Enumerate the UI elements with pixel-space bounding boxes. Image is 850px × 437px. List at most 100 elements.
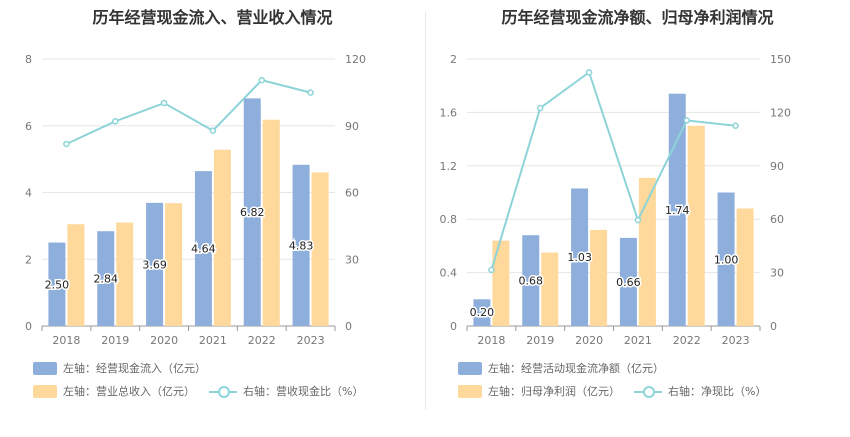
legend-label: 左轴：经营活动现金流净额（亿元） (488, 362, 664, 375)
left-chart-svg: 0 2 4 6 8 0 30 60 90 120 2018 2019 2020 2021 2022 2023 2… (25, 53, 366, 347)
right-data-label: 0.20 (470, 306, 495, 319)
legend-item-cash-inflow[interactable]: 左轴：经营现金流入（亿元） (33, 360, 206, 376)
right-right-tick-label: 60 (770, 213, 784, 226)
left-bar-2023-primary (292, 164, 310, 326)
legend-label: 左轴：经营现金流入（亿元） (63, 362, 206, 375)
right-left-tick-label: 0 (450, 320, 457, 333)
left-right-tick-label: 30 (345, 253, 359, 266)
right-left-tick-label: 1.2 (440, 160, 458, 173)
left-left-tick-label: 0 (25, 320, 32, 333)
left-right-tick-label: 90 (345, 120, 359, 133)
right-bar-2020-primary (571, 188, 589, 326)
right-right-tick-label: 0 (770, 320, 777, 333)
right-right-tick-label: 30 (770, 267, 784, 280)
left-legend-row-1: 左轴：经营现金流入（亿元） (33, 360, 220, 376)
right-right-tick-label: 90 (770, 160, 784, 173)
right-ratio-point-2019 (537, 104, 544, 112)
legend-label: 右轴：营收现金比（%） (243, 385, 364, 398)
left-ratio-point-2022 (258, 76, 265, 84)
left-bar-2020-primary (146, 202, 164, 326)
left-ratio-point-2019 (112, 118, 119, 125)
right-data-label: 1.00 (714, 253, 739, 266)
right-chart-panel: 历年经营现金流净额、归母净利润情况 0 0.4 0.8 1.2 1.6 2 0 30 60 90 1… (425, 0, 850, 437)
legend-label: 左轴：归母净利润（亿元） (488, 385, 620, 398)
right-bar-2018-primary (473, 299, 491, 326)
left-ratio-point-2018 (63, 140, 70, 148)
left-category-label: 2022 (248, 334, 276, 347)
legend-swatch-orange (33, 384, 57, 398)
right-data-label: 1.03 (567, 251, 592, 264)
left-ratio-point-2023 (307, 89, 314, 96)
right-bar-2022-secondary (687, 125, 705, 326)
right-bar-2020-secondary (590, 229, 608, 326)
left-ratio-point-2021 (209, 127, 217, 134)
left-chart-title: 历年经营现金流入、营业收入情况 (92, 8, 333, 27)
left-category-label: 2020 (150, 334, 178, 347)
left-data-label: 6.82 (240, 206, 265, 219)
right-ratio-point-2022 (683, 117, 690, 124)
left-legend-row-2: 左轴：营业总收入（亿元） 右轴：营收现金比（%） (33, 383, 377, 399)
left-category-label: 2021 (199, 334, 227, 347)
left-bar-2023-secondary (311, 172, 329, 326)
right-category-label: 2018 (477, 334, 505, 347)
right-category-label: 2023 (722, 334, 750, 347)
legend-item-ratio[interactable]: 右轴：营收现金比（%） (209, 383, 363, 399)
left-bar-2018-primary (48, 242, 66, 326)
left-bar-2021-primary (194, 171, 212, 326)
right-bar-2019-secondary (541, 252, 559, 326)
right-legend-row-2: 左轴：归母净利润（亿元） 右轴：净现比（%） (458, 383, 780, 399)
legend-swatch-blue (33, 361, 57, 375)
right-bar-2022-primary (668, 93, 686, 327)
legend-label: 右轴：净现比（%） (668, 385, 767, 398)
right-data-label: 0.66 (616, 276, 641, 289)
left-category-label: 2018 (52, 334, 80, 347)
left-data-label: 4.83 (289, 239, 314, 252)
left-right-tick-label: 120 (345, 53, 366, 66)
legend-label: 左轴：营业总收入（亿元） (63, 385, 195, 398)
panel-divider (425, 12, 426, 410)
left-left-tick-label: 4 (25, 187, 32, 200)
right-bar-2021-secondary (638, 177, 656, 326)
left-bar-2019-primary (97, 231, 115, 326)
left-bar-2018-secondary (67, 224, 85, 326)
left-chart-panel: 历年经营现金流入、营业收入情况 0 2 4 6 8 0 30 60 90 120 2018 2019 2… (25, 8, 377, 399)
legend-swatch-line (634, 385, 662, 398)
right-category-label: 2020 (575, 334, 603, 347)
left-left-tick-label: 2 (25, 253, 32, 266)
left-right-tick-label: 0 (345, 320, 352, 333)
legend-item-net-profit[interactable]: 左轴：归母净利润（亿元） (458, 383, 620, 399)
left-data-label: 2.50 (45, 278, 70, 291)
left-bar-2020-secondary (165, 203, 183, 326)
left-bar-2022-secondary (262, 119, 280, 327)
legend-item-net-cashflow[interactable]: 左轴：经营活动现金流净额（亿元） (458, 360, 664, 376)
left-category-label: 2019 (101, 334, 129, 347)
right-chart-svg: 0 0.4 0.8 1.2 1.6 2 0 30 60 90 120 150 2018 2019 2020 2… (440, 53, 792, 347)
right-chart-title: 历年经营现金流净额、归母净利润情况 (501, 8, 774, 27)
legend-swatch-orange (458, 384, 482, 398)
right-left-tick-label: 0.8 (440, 213, 458, 226)
right-ratio-point-2023 (732, 122, 739, 129)
right-left-tick-label: 0.4 (440, 267, 458, 280)
right-bar-2023-secondary (736, 208, 754, 326)
right-right-tick-label: 120 (770, 106, 791, 119)
right-ratio-point-2020 (585, 69, 593, 76)
right-bar-2018-secondary (492, 240, 510, 326)
legend-swatch-line (209, 385, 237, 398)
left-ratio-line (65, 79, 311, 145)
right-left-tick-label: 1.6 (440, 106, 458, 119)
right-category-label: 2021 (624, 334, 652, 347)
left-data-label: 4.64 (191, 243, 216, 256)
right-ratio-point-2021 (634, 216, 642, 224)
right-right-tick-label: 150 (770, 53, 791, 66)
right-legend-row-1: 左轴：经营活动现金流净额（亿元） (458, 360, 678, 376)
left-ratio-point-2020 (160, 99, 168, 107)
left-bar-2021-secondary (213, 149, 231, 326)
legend-swatch-blue (458, 361, 482, 375)
right-data-label: 1.74 (665, 204, 690, 217)
legend-item-revenue[interactable]: 左轴：营业总收入（亿元） (33, 383, 195, 399)
right-bar-2021-primary (619, 237, 637, 326)
left-data-label: 3.69 (142, 258, 167, 271)
right-bar-2023-primary (717, 192, 735, 326)
legend-item-net-cash-ratio[interactable]: 右轴：净现比（%） (634, 383, 766, 399)
right-data-label: 0.68 (519, 275, 544, 288)
